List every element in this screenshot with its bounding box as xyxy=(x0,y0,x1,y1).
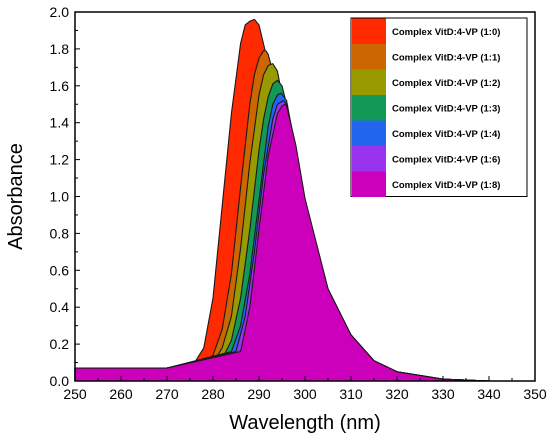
y-axis-title: Absorbance xyxy=(5,143,27,250)
legend-label: Complex VitD:4-VP (1:1) xyxy=(392,52,500,63)
x-tick-label: 260 xyxy=(109,386,133,402)
legend-swatch xyxy=(352,171,386,197)
x-tick-label: 290 xyxy=(247,386,271,402)
y-tick-label: 1.6 xyxy=(50,78,70,94)
y-tick-label: 0.0 xyxy=(50,373,70,389)
legend-swatch xyxy=(352,146,386,172)
x-tick-label: 300 xyxy=(293,386,317,402)
legend-label: Complex VitD:4-VP (1:8) xyxy=(392,180,500,191)
x-tick-label: 270 xyxy=(155,386,179,402)
x-tick-label: 280 xyxy=(201,386,225,402)
series-areas xyxy=(74,18,536,382)
legend-label: Complex VitD:4-VP (1:3) xyxy=(392,103,500,114)
y-axis-ticks: 0.0 0.2 0.4 0.6 0.8 1.0 1.2 1.4 1.6 1.8 2.0 xyxy=(50,4,80,389)
x-tick-label: 310 xyxy=(339,386,363,402)
y-tick-label: 0.4 xyxy=(50,299,70,315)
x-axis-ticks: 250 260 270 280 290 300 310 320 330 340 350 xyxy=(63,376,547,402)
x-tick-label: 340 xyxy=(477,386,501,402)
legend-label: Complex VitD:4-VP (1:4) xyxy=(392,129,500,140)
y-tick-label: 2.0 xyxy=(50,4,70,20)
x-tick-label: 350 xyxy=(523,386,547,402)
y-tick-label: 0.8 xyxy=(50,225,70,241)
legend-swatch xyxy=(352,69,386,95)
legend-swatch xyxy=(352,120,386,146)
x-axis-title: Wavelength (nm) xyxy=(229,412,381,434)
y-tick-label: 1.2 xyxy=(50,152,70,168)
x-tick-label: 330 xyxy=(431,386,455,402)
y-tick-label: 1.4 xyxy=(50,115,70,131)
y-tick-label: 0.6 xyxy=(50,262,70,278)
x-tick-label: 320 xyxy=(385,386,409,402)
series-area-7 xyxy=(74,103,536,382)
legend-label: Complex VitD:4-VP (1:0) xyxy=(392,27,500,38)
legend-swatch xyxy=(352,18,386,44)
legend-swatch xyxy=(352,95,386,121)
legend-label: Complex VitD:4-VP (1:6) xyxy=(392,154,500,165)
y-tick-label: 1.0 xyxy=(50,189,70,205)
legend-swatch xyxy=(352,44,386,70)
y-tick-label: 1.8 xyxy=(50,41,70,57)
y-tick-label: 0.2 xyxy=(50,336,70,352)
legend-label: Complex VitD:4-VP (1:2) xyxy=(392,78,500,89)
legend: Complex VitD:4-VP (1:0) Complex VitD:4-VP… xyxy=(350,17,528,197)
x-tick-label: 250 xyxy=(63,386,87,402)
